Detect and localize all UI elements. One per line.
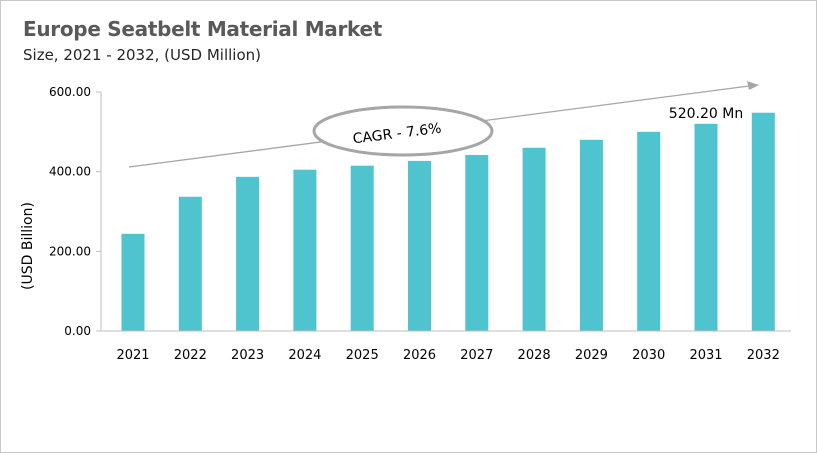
x-axis: 2021 2022 2023 2024 2025 2026 2027 2028 2029 2030… — [101, 330, 791, 363]
cagr-ellipse — [312, 105, 494, 157]
y-tick-label: 600.00 — [49, 85, 91, 99]
bar-2027 — [465, 154, 489, 331]
x-tick-label: 2025 — [346, 348, 379, 363]
cagr-arrow-head — [747, 81, 759, 90]
bar-2023 — [236, 176, 260, 331]
bar-2022 — [178, 196, 202, 331]
y-tick-label: 200.00 — [49, 244, 91, 258]
x-tick-label: 2026 — [403, 348, 436, 363]
chart-title: Europe Seatbelt Material Market — [23, 17, 383, 41]
bar-2032 — [751, 112, 775, 331]
x-tick-label: 2021 — [116, 348, 149, 363]
bars — [121, 112, 775, 331]
x-tick-label: 2032 — [747, 348, 780, 363]
bar-2024 — [293, 169, 317, 331]
chart-subtitle: Size, 2021 - 2032, (USD Million) — [23, 46, 261, 64]
x-tick-label: 2030 — [632, 348, 665, 363]
x-tick-label: 2023 — [231, 348, 264, 363]
value-label-2031: 520.20 Mn — [669, 106, 743, 122]
bar-2025 — [350, 165, 374, 331]
bar-2028 — [522, 147, 546, 331]
x-tick-label: 2028 — [518, 348, 551, 363]
bar-2030 — [637, 131, 661, 331]
bar-2026 — [408, 160, 431, 331]
y-axis: 0.00 200.00 400.00 600.00 — [49, 85, 102, 338]
x-tick-label: 2024 — [288, 348, 321, 363]
x-tick-label: 2027 — [460, 348, 493, 363]
x-tick-label: 2022 — [174, 348, 207, 363]
y-tick-label: 0.00 — [64, 324, 91, 338]
x-tick-label: 2029 — [575, 348, 608, 363]
bar-2021 — [121, 233, 145, 331]
y-tick-label: 400.00 — [49, 165, 91, 179]
x-tick-label: 2031 — [689, 348, 722, 363]
bar-2031 — [694, 123, 718, 331]
bar-2029 — [579, 139, 603, 331]
y-axis-label: (USD Billion) — [20, 202, 36, 290]
